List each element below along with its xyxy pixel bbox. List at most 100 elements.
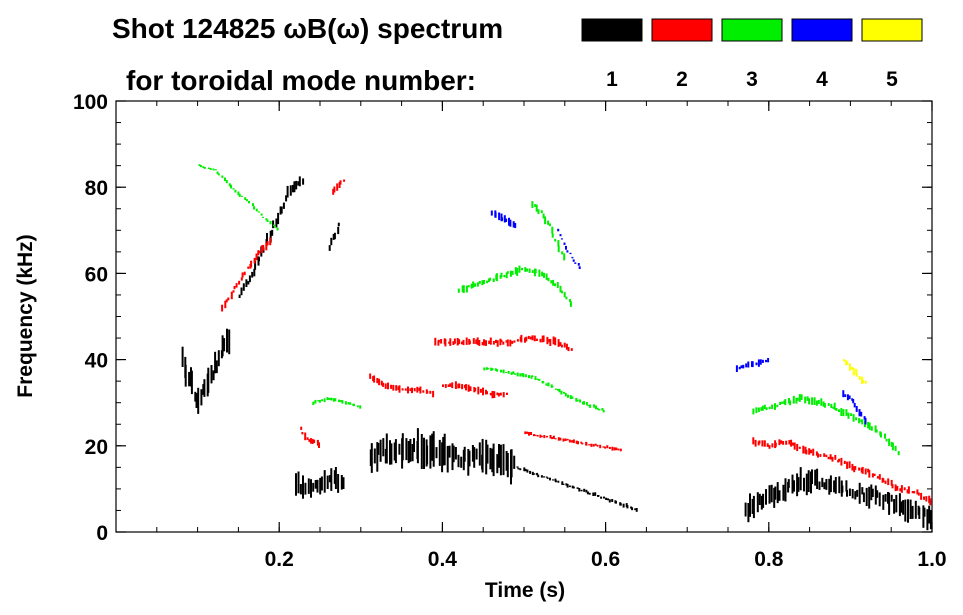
mode-1-mark bbox=[405, 438, 408, 461]
mode-2-mark bbox=[458, 339, 461, 345]
mode-1-mark bbox=[829, 475, 832, 493]
mode-2-mark bbox=[810, 449, 812, 454]
mode-2-mark bbox=[838, 458, 841, 462]
mode-1-mark bbox=[210, 365, 213, 384]
mode-2-mark bbox=[911, 491, 914, 494]
mode-1-mark bbox=[838, 476, 841, 494]
mode-3-mark bbox=[353, 403, 355, 406]
mode-2-mark bbox=[493, 391, 496, 398]
mode-2-mark bbox=[861, 466, 864, 474]
mode-1-mark bbox=[332, 234, 335, 240]
mode-1-mark bbox=[807, 470, 810, 492]
mode-3-mark bbox=[257, 211, 260, 213]
mode-1-mark bbox=[310, 479, 312, 498]
mode-1-mark bbox=[320, 476, 323, 491]
mode-3-mark bbox=[565, 296, 568, 300]
mode-1-mark bbox=[491, 448, 494, 473]
mode-1-mark bbox=[214, 351, 217, 374]
mode-2-mark bbox=[401, 388, 404, 391]
mode-3-mark bbox=[266, 219, 269, 222]
mode-4-mark bbox=[508, 217, 510, 226]
mode-2-mark bbox=[867, 468, 870, 473]
mode-2-mark bbox=[858, 467, 861, 471]
y-tick-label: 0 bbox=[96, 522, 108, 545]
mode-3-mark bbox=[245, 199, 248, 202]
mode-3-mark bbox=[542, 213, 545, 219]
mode-2-mark bbox=[778, 439, 781, 446]
mode-3-mark bbox=[755, 407, 758, 414]
mode-1-mark bbox=[333, 232, 336, 240]
mode-1-mark bbox=[473, 447, 476, 468]
plot-marks bbox=[181, 164, 932, 531]
mode-1-mark bbox=[523, 467, 526, 472]
mode-2-mark bbox=[255, 253, 258, 261]
mode-3-mark bbox=[763, 404, 766, 410]
mode-4-mark bbox=[490, 210, 493, 216]
mode-3-mark bbox=[496, 369, 499, 372]
mode-3-mark bbox=[545, 273, 548, 280]
mode-2-mark bbox=[774, 442, 777, 447]
mode-3-mark bbox=[489, 277, 492, 281]
mode-2-mark bbox=[602, 446, 605, 448]
mode-2-mark bbox=[611, 446, 614, 451]
mode-1-mark bbox=[282, 202, 285, 209]
mode-3-mark bbox=[861, 419, 864, 425]
legend-swatch-2 bbox=[651, 18, 713, 42]
mode-2-mark bbox=[434, 337, 437, 346]
mode-2-mark bbox=[557, 437, 560, 441]
mode-2-mark bbox=[851, 463, 854, 471]
mode-1-mark bbox=[760, 495, 763, 510]
mode-1-mark bbox=[265, 239, 268, 247]
mode-4-mark bbox=[569, 252, 572, 255]
mode-2-mark bbox=[499, 392, 502, 396]
mode-1-mark bbox=[435, 447, 438, 459]
mode-1-mark bbox=[773, 487, 776, 508]
mode-3-mark bbox=[490, 367, 493, 371]
mode-2-mark bbox=[577, 441, 579, 445]
mode-2-mark bbox=[240, 277, 243, 281]
mode-2-mark bbox=[876, 476, 879, 479]
mode-1-mark bbox=[554, 480, 557, 483]
mode-1-mark bbox=[238, 294, 241, 298]
mode-1-mark bbox=[635, 508, 638, 512]
mode-2-mark bbox=[761, 440, 764, 447]
mode-2-mark bbox=[489, 392, 492, 396]
mode-2-mark bbox=[225, 299, 228, 303]
mode-2-mark bbox=[262, 244, 265, 251]
mode-1-mark bbox=[446, 445, 449, 473]
mode-2-mark bbox=[907, 486, 910, 494]
mode-1-mark bbox=[475, 448, 478, 460]
mode-4-mark bbox=[855, 406, 858, 412]
mode-3-mark bbox=[217, 173, 220, 176]
mode-3-mark bbox=[557, 389, 559, 391]
mode-2-mark bbox=[564, 438, 567, 441]
mode-1-mark bbox=[254, 260, 257, 270]
mode-2-mark bbox=[528, 431, 530, 436]
mode-2-mark bbox=[788, 440, 791, 445]
mode-2-mark bbox=[890, 479, 893, 486]
mode-3-mark bbox=[347, 402, 350, 405]
mode-3-mark bbox=[519, 373, 522, 377]
mode-1-mark bbox=[286, 185, 289, 198]
mode-2-mark bbox=[465, 384, 467, 391]
mode-1-mark bbox=[884, 494, 887, 502]
mode-2-mark bbox=[437, 339, 440, 343]
mode-2-mark bbox=[488, 340, 491, 344]
mode-2-mark bbox=[896, 485, 899, 491]
mode-1-mark bbox=[190, 370, 193, 395]
mode-1-mark bbox=[471, 445, 474, 462]
mode-2-mark bbox=[509, 339, 512, 347]
mode-2-mark bbox=[513, 340, 516, 343]
mode-3-mark bbox=[487, 368, 490, 370]
mode-4-mark bbox=[559, 234, 562, 237]
mode-1-mark bbox=[592, 492, 595, 496]
mode-1-mark bbox=[312, 482, 315, 492]
mode-2-mark bbox=[485, 340, 487, 346]
mode-2-mark bbox=[549, 338, 552, 346]
mode-2-mark bbox=[554, 337, 557, 346]
mode-3-mark bbox=[203, 166, 206, 169]
mode-2-mark bbox=[793, 442, 796, 450]
mode-3-mark bbox=[323, 398, 326, 403]
mode-3-mark bbox=[563, 391, 565, 394]
mode-3-mark bbox=[885, 438, 888, 442]
